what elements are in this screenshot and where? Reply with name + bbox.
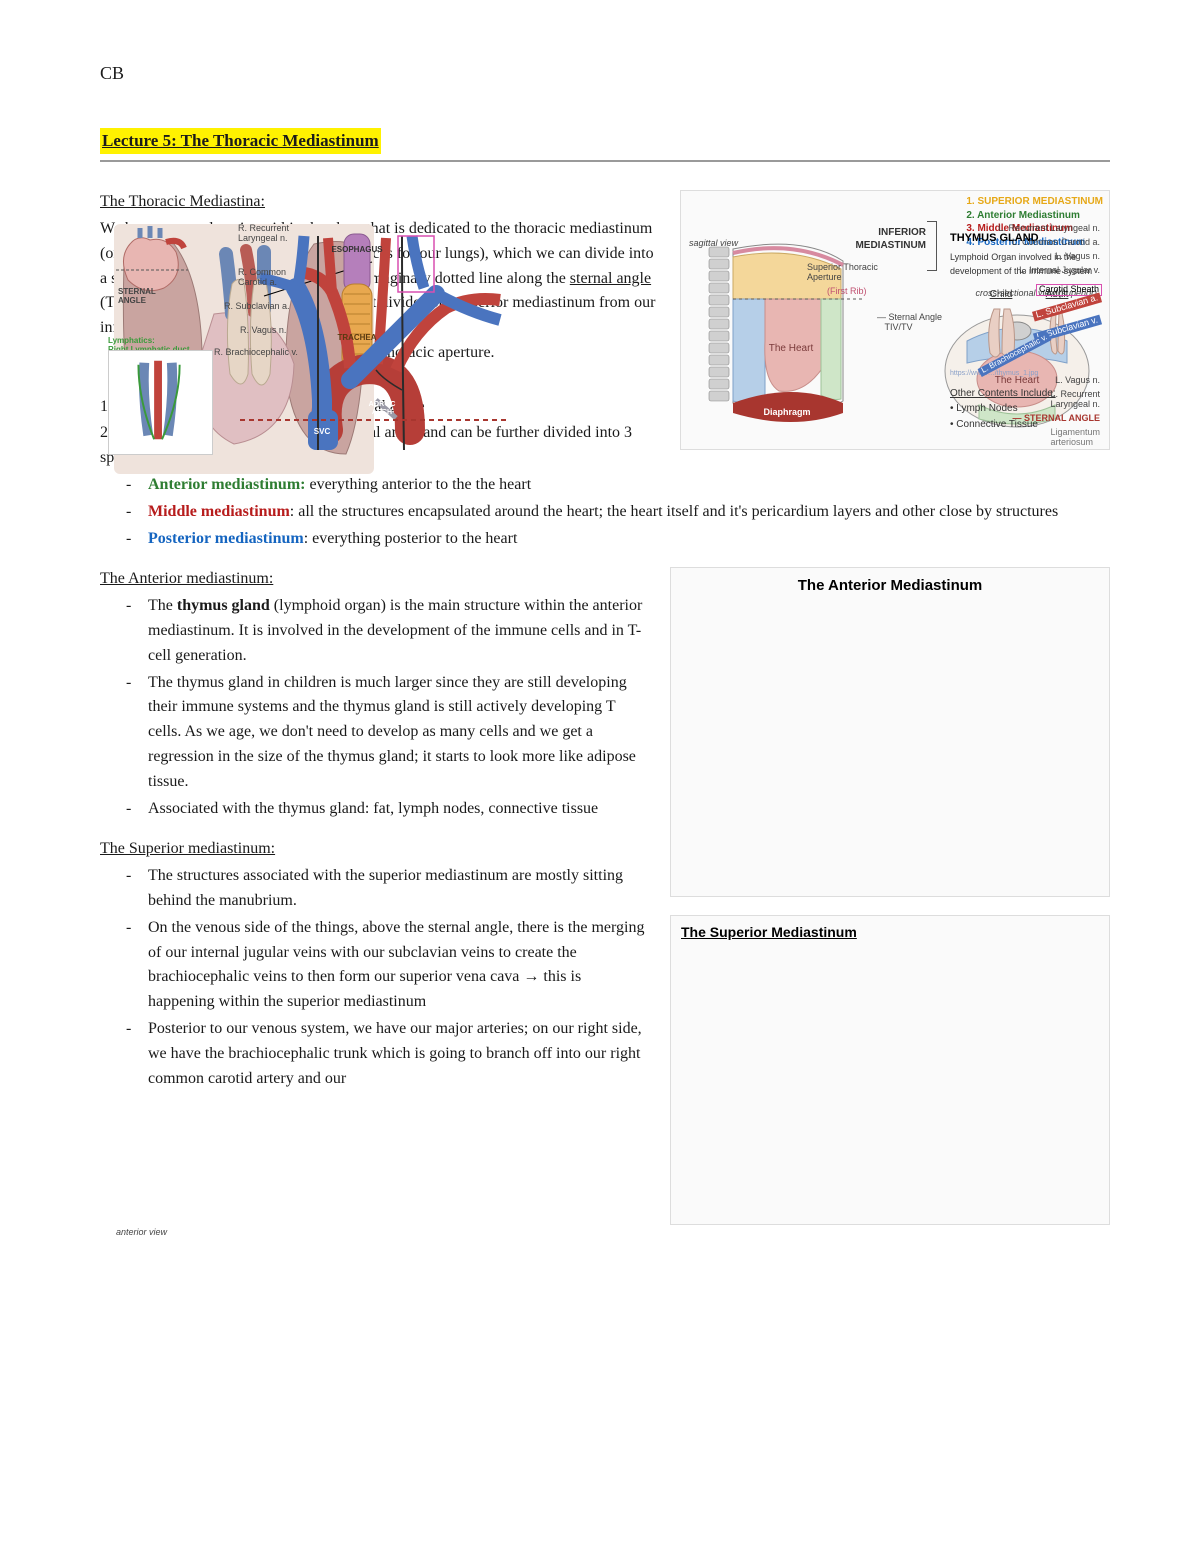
lecture-title: Lecture 5: The Thoracic Mediastinum	[100, 128, 381, 154]
title-rule	[100, 160, 1110, 162]
svg-text:ARCH: ARCH	[372, 409, 392, 416]
lbl-r-vagus: R. Vagus n.	[240, 326, 286, 336]
diaphragm-label: Diaphragm	[763, 407, 810, 417]
superior-list: The structures associated with the super…	[100, 864, 660, 1091]
svg-text:SVC: SVC	[314, 427, 331, 436]
lbl-l-recurrent2: L. RecurrentLaryngeal n.	[1050, 390, 1100, 410]
list-item: The structures associated with the super…	[148, 864, 660, 914]
fig2-title: The Anterior Mediastinum	[671, 568, 1109, 599]
lbl-r-brachioceph-v: R. Brachiocephalic v.	[214, 348, 298, 358]
anterior-view-caption: anterior view	[116, 1228, 167, 1238]
svg-text:TRACHEA: TRACHEA	[337, 333, 376, 342]
lbl-l-vagus: L. Vagus n.	[1055, 252, 1100, 262]
list-item: Associated with the thymus gland: fat, l…	[148, 797, 660, 822]
figure-superior-mediastinum: The Superior Mediastinum STERNALANGLE Ly…	[670, 915, 1110, 1225]
lbl-lig-art: Ligamentumarteriosum	[1050, 428, 1100, 448]
svg-text:AORTIC: AORTIC	[369, 401, 396, 408]
lbl-r-subclavian-a: R. Subclavian a.	[224, 302, 290, 312]
bracket-icon	[927, 221, 937, 271]
list-item: Posterior to our venous system, we have …	[148, 1017, 660, 1091]
sternal-angle-label: — Sternal Angle TIV/TV	[877, 313, 942, 333]
sup-aperture-label: Superior ThoracicAperture	[807, 263, 878, 283]
first-rib-label: (First Rib)	[827, 287, 867, 297]
list-item: On the venous side of the things, above …	[148, 916, 660, 1015]
figure-anterior-mediastinum: The Anterior Mediastinum anterior view T…	[670, 567, 1110, 897]
lbl-l-recurrent: L. Recurrent Laryngeal n.	[998, 224, 1100, 234]
heart-label: The Heart	[769, 343, 814, 354]
lbl-sternal-angle: — STERNAL ANGLE	[1012, 414, 1100, 424]
lbl-l-int-jugular: L. Internal Jugular v.	[1019, 266, 1100, 276]
fig3-title: The Superior Mediastinum	[671, 916, 1109, 946]
lymphatics-inset	[108, 350, 213, 455]
lbl-l-vagus2: L. Vagus n.	[1055, 376, 1100, 386]
page-initials: CB	[100, 60, 1110, 88]
inferior-sublist: Anterior mediastinum: everything anterio…	[100, 473, 1080, 551]
list-item: The thymus gland (lymphoid organ) is the…	[148, 594, 660, 668]
mini-sternal-angle: STERNALANGLE	[118, 288, 156, 306]
list-item: Anterior mediastinum: everything anterio…	[148, 473, 1080, 498]
svg-text:ESOPHAGUS: ESOPHAGUS	[331, 245, 383, 254]
list-item: Middle mediastinum: all the structures e…	[148, 500, 1080, 525]
list-item: Posterior mediastinum: everything poster…	[148, 527, 1080, 552]
lbl-r-common-carotid: R. CommonCarotid a.	[238, 268, 286, 288]
lbl-l-common-carotid: L. Common Carotid a.	[1012, 238, 1100, 248]
list-item: The thymus gland in children is much lar…	[148, 671, 660, 795]
lbl-r-recurrent: R. RecurrentLaryngeal n.	[238, 224, 289, 244]
anterior-list: The thymus gland (lymphoid organ) is the…	[100, 594, 660, 821]
